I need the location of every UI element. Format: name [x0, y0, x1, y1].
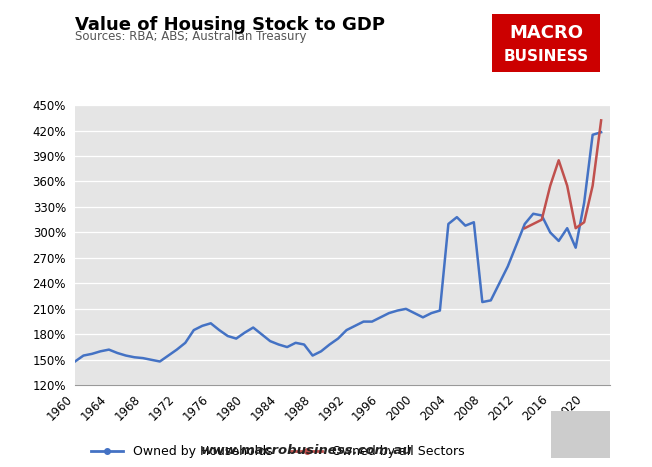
Text: Value of Housing Stock to GDP: Value of Housing Stock to GDP — [75, 16, 385, 35]
Legend: Owned by Households, Owned by all Sectors: Owned by Households, Owned by all Sector… — [87, 440, 470, 463]
Text: www.macrobusiness.com.au: www.macrobusiness.com.au — [201, 444, 412, 457]
Text: MACRO: MACRO — [509, 24, 583, 42]
Text: Sources: RBA; ABS; Australian Treasury: Sources: RBA; ABS; Australian Treasury — [75, 30, 306, 43]
Text: BUSINESS: BUSINESS — [503, 49, 589, 64]
